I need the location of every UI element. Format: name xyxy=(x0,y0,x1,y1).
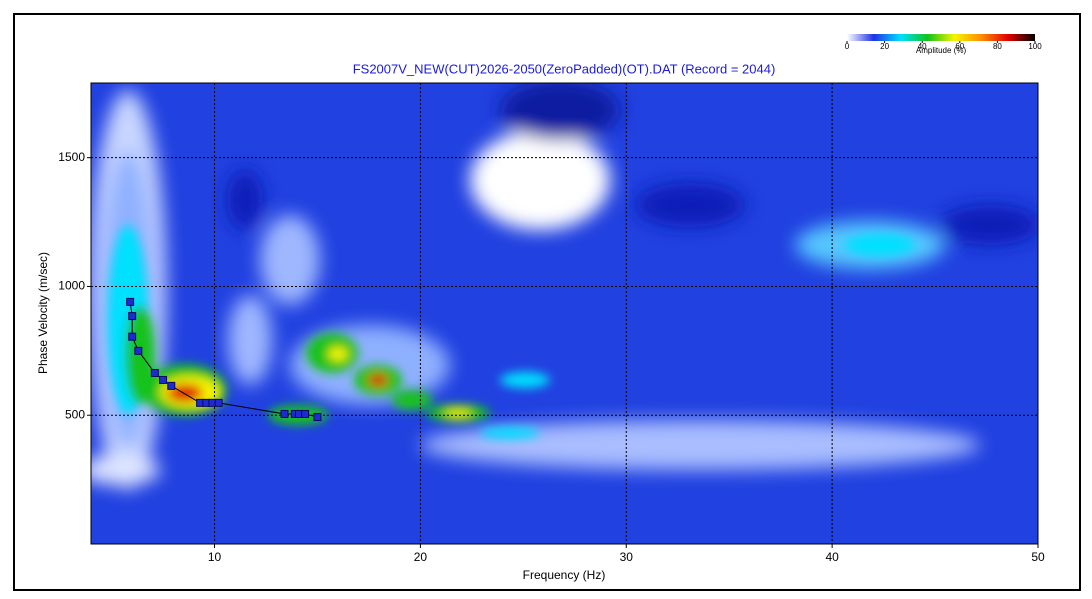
chart: FS2007V_NEW(CUT)2026-2050(ZeroPadded)(OT… xyxy=(0,0,1092,599)
colorbar-tick-label: 60 xyxy=(955,42,964,51)
amplitude-image xyxy=(80,80,1040,544)
picked-point xyxy=(302,410,309,417)
picked-point xyxy=(135,347,142,354)
x-tick-label: 20 xyxy=(414,550,428,564)
colorbar-tick-label: 40 xyxy=(918,42,927,51)
colorbar-tick-label: 80 xyxy=(993,42,1002,51)
y-tick-label: 500 xyxy=(65,407,85,421)
picked-point xyxy=(314,414,321,421)
colorbar xyxy=(847,34,1035,41)
x-tick-label: 50 xyxy=(1031,550,1045,564)
picked-point xyxy=(127,298,134,305)
x-axis-label: Frequency (Hz) xyxy=(523,568,606,582)
chart-title: FS2007V_NEW(CUT)2026-2050(ZeroPadded)(OT… xyxy=(353,61,776,76)
x-tick-label: 10 xyxy=(208,550,222,564)
y-axis-label: Phase Velocity (m/sec) xyxy=(36,252,50,374)
y-tick-label: 1000 xyxy=(58,279,85,293)
colorbar-tick-label: 0 xyxy=(845,42,850,51)
picked-point xyxy=(151,369,158,376)
picked-point xyxy=(168,382,175,389)
picked-point xyxy=(129,333,136,340)
picked-point xyxy=(129,313,136,320)
picked-point xyxy=(160,376,167,383)
y-tick-label: 1500 xyxy=(58,150,85,164)
colorbar-tick-label: 20 xyxy=(880,42,889,51)
colorbar-tick-label: 100 xyxy=(1028,42,1042,51)
x-tick-label: 40 xyxy=(825,550,839,564)
x-tick-label: 30 xyxy=(620,550,634,564)
picked-point xyxy=(281,410,288,417)
picked-point xyxy=(215,399,222,406)
